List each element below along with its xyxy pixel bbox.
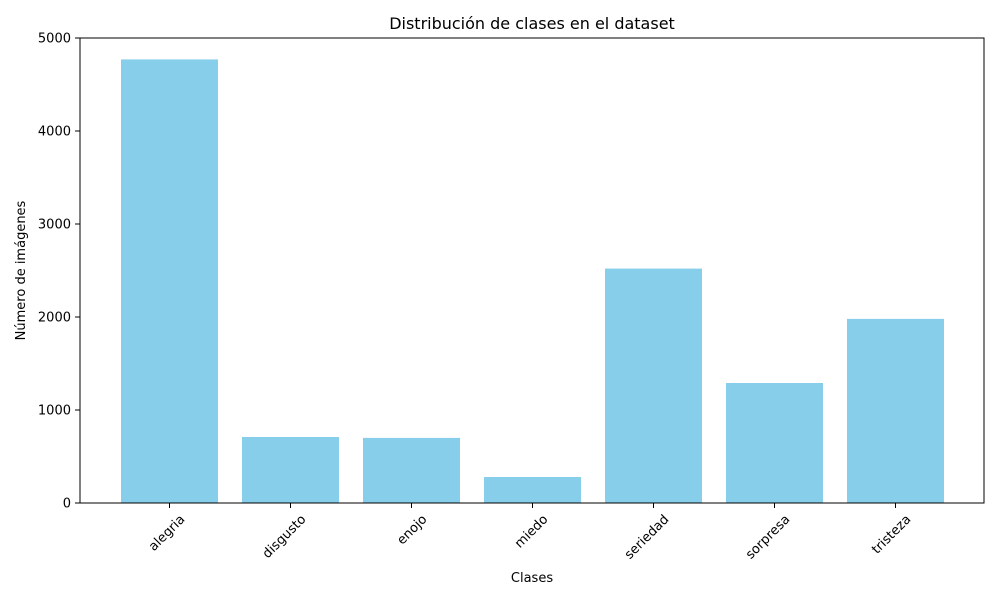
- chart-title: Distribución de clases en el dataset: [389, 14, 675, 33]
- bar-enojo: [363, 437, 460, 503]
- x-axis-ticks: alegria disgusto enojo miedo seriedad sorpres…: [146, 503, 914, 563]
- x-axis-label: Clases: [511, 571, 553, 586]
- x-tick-label: disgusto: [260, 512, 309, 561]
- y-tick-label: 2000: [38, 311, 71, 326]
- y-axis-ticks: 0 1000 2000 3000 4000 5000: [38, 32, 80, 512]
- y-axis-label: Número de imágenes: [14, 200, 29, 340]
- y-tick-label: 0: [63, 497, 71, 512]
- x-tick-label: seriedad: [622, 512, 672, 562]
- bars-group: [121, 59, 944, 504]
- x-tick-label: enojo: [394, 512, 430, 548]
- x-tick-label: sorpresa: [743, 512, 793, 562]
- bar-sorpresa: [726, 383, 823, 503]
- y-tick-label: 5000: [38, 32, 71, 47]
- y-tick-label: 1000: [38, 404, 71, 419]
- bar-disgusto: [242, 437, 339, 503]
- y-tick-label: 3000: [38, 218, 71, 233]
- bar-tristeza: [847, 318, 944, 503]
- y-tick-label: 4000: [38, 125, 71, 140]
- bar-seriedad: [605, 268, 702, 503]
- bar-miedo: [484, 477, 581, 503]
- x-tick-label: alegria: [146, 512, 188, 554]
- bar-alegria: [121, 59, 218, 504]
- plot-frame: [79, 37, 985, 504]
- x-tick-label: miedo: [512, 512, 551, 551]
- x-tick-label: tristeza: [869, 512, 914, 557]
